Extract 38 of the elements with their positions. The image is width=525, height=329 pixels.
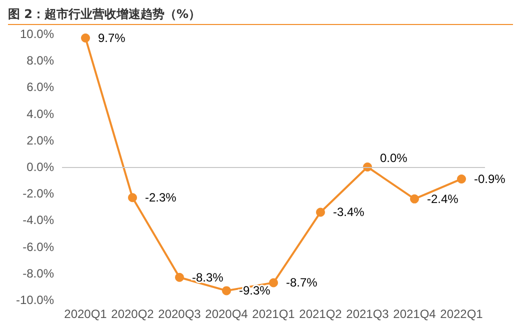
- chart-title: 图 2：超市行业营收增速趋势（%）: [8, 4, 513, 25]
- data-label: 9.7%: [98, 30, 126, 45]
- x-tick-label: 2021Q2: [299, 307, 342, 321]
- point: [128, 193, 137, 202]
- data-label: 0.0%: [380, 151, 408, 165]
- data-label: -8.7%: [286, 276, 318, 290]
- point: [316, 208, 325, 217]
- y-tick-label: -4.0%: [22, 213, 54, 228]
- x-tick-label: 2020Q1: [64, 307, 108, 321]
- x-tick-label: 2021Q1: [252, 307, 296, 321]
- point: [269, 278, 278, 288]
- x-tick-label: 2020Q2: [111, 307, 154, 321]
- point: [457, 174, 466, 184]
- y-tick-label: -8.0%: [22, 266, 54, 280]
- data-label: -2.3%: [145, 190, 177, 205]
- y-tick-label: -6.0%: [22, 240, 54, 254]
- x-tick-label: 2020Q4: [205, 307, 248, 321]
- y-tick-label: 10.0%: [20, 27, 54, 41]
- x-tick-label: 2022Q1: [440, 307, 484, 321]
- x-tick-label: 2021Q4: [393, 307, 436, 321]
- point: [222, 286, 231, 296]
- y-tick-label: -2.0%: [22, 186, 54, 201]
- data-label: -8.3%: [192, 270, 224, 284]
- data-label: -0.9%: [474, 172, 506, 186]
- y-tick-label: 8.0%: [26, 54, 54, 68]
- point: [81, 33, 90, 42]
- data-label: -9.3%: [239, 284, 271, 298]
- y-tick-label: 2.0%: [26, 133, 54, 148]
- y-tick-label: 4.0%: [26, 106, 54, 121]
- y-tick-label: -10.0%: [16, 293, 54, 307]
- y-tick-label: 6.0%: [26, 80, 54, 94]
- data-label: -2.4%: [427, 192, 459, 206]
- x-tick-label: 2020Q3: [158, 307, 202, 321]
- point: [175, 272, 184, 282]
- data-label: -3.4%: [333, 205, 365, 220]
- x-tick-label: 2021Q3: [346, 307, 390, 321]
- y-tick-label: 0.0%: [26, 160, 54, 174]
- point: [410, 194, 419, 204]
